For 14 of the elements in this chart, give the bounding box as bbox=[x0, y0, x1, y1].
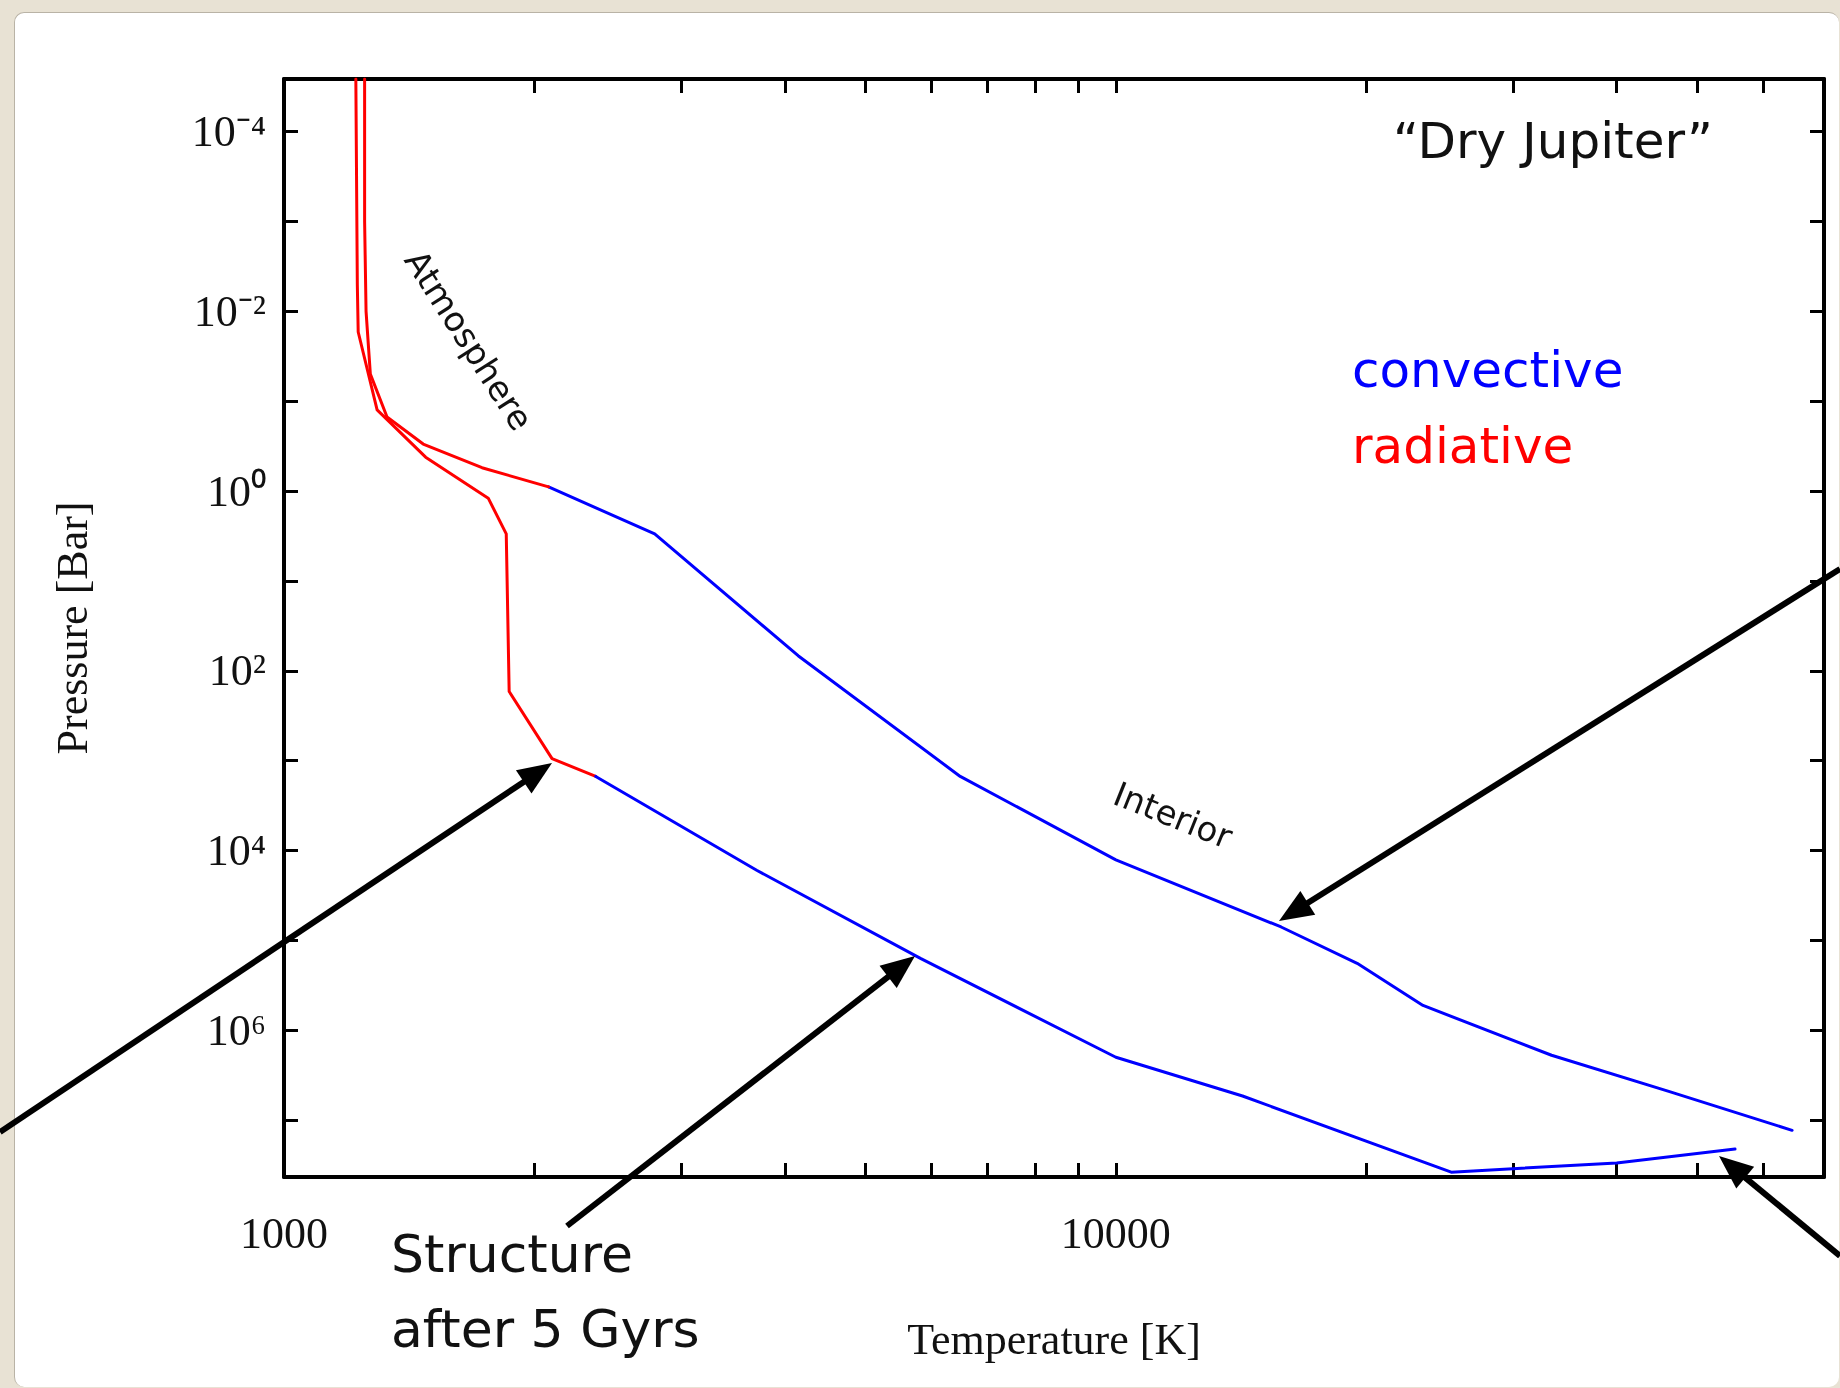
y-tick-label: 10⁴ bbox=[206, 825, 266, 875]
x-tick-label: 10000 bbox=[1060, 1208, 1171, 1258]
y-tick-label: 10⁰ bbox=[207, 466, 266, 516]
text: convective bbox=[1352, 341, 1624, 399]
y-axis-title: Pressure [Bar] bbox=[47, 501, 97, 755]
y-tick-label: 10⁶ bbox=[206, 1005, 266, 1055]
annotation: “Dry Jupiter” bbox=[1393, 112, 1713, 170]
y-tick-label: 10² bbox=[208, 646, 266, 696]
x-axis-title: Temperature [K] bbox=[907, 1314, 1201, 1364]
y-tick-label: 10⁻² bbox=[193, 286, 266, 336]
y-tick-label: 10⁻⁴ bbox=[191, 107, 266, 157]
x-tick-label: 1000 bbox=[240, 1208, 328, 1258]
text: radiative bbox=[1352, 417, 1574, 475]
text: Structure after 5 Gyrs bbox=[391, 1223, 700, 1360]
